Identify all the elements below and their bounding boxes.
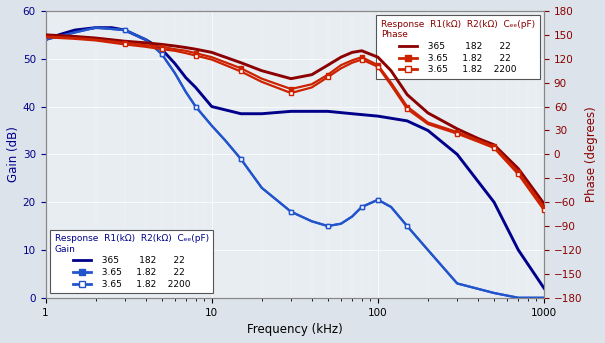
- Y-axis label: Gain (dB): Gain (dB): [7, 127, 20, 182]
- X-axis label: Frequency (kHz): Frequency (kHz): [247, 323, 342, 336]
- Legend:   365       182      22,   3.65     1.82      22,   3.65     1.82    2200: 365 182 22, 3.65 1.82 22, 3.65 1.82 2200: [376, 15, 540, 79]
- Y-axis label: Phase (degrees): Phase (degrees): [585, 106, 598, 202]
